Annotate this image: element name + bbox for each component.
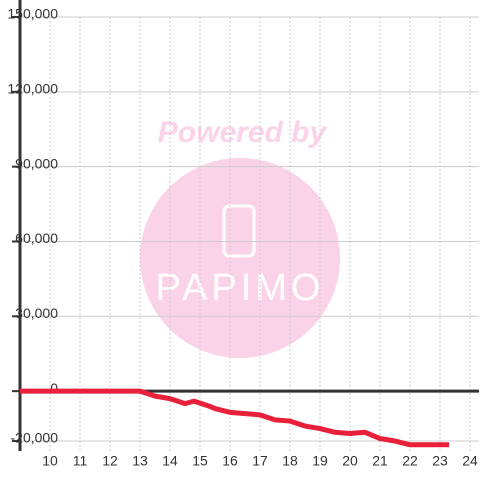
x-tick-label: 10: [42, 453, 58, 469]
x-tick-label: 23: [432, 453, 448, 469]
x-tick-label: 13: [132, 453, 148, 469]
x-tick-label: 11: [73, 453, 88, 469]
x-tick-label: 18: [282, 453, 298, 469]
y-tick-label: 90,000: [15, 155, 58, 171]
y-tick-label: -20,000: [11, 430, 59, 446]
watermark-text: Powered by: [158, 116, 328, 149]
x-tick-label: 16: [222, 453, 238, 469]
y-tick-label: 0: [50, 380, 58, 396]
y-tick-label: 60,000: [15, 230, 58, 246]
x-tick-label: 12: [102, 453, 118, 469]
x-tick-label: 20: [342, 453, 358, 469]
x-tick-label: 19: [312, 453, 328, 469]
x-tick-label: 24: [462, 453, 478, 469]
y-tick-label: 120,000: [7, 81, 58, 97]
x-tick-label: 17: [252, 453, 268, 469]
data-line: [20, 388, 449, 448]
x-tick-label: 21: [372, 453, 388, 469]
x-tick-label: 14: [162, 453, 178, 469]
watermark-circle: [140, 158, 340, 358]
y-tick-label: 150,000: [7, 6, 58, 22]
watermark-logo: PAPIMO: [156, 267, 325, 309]
x-tick-label: 15: [192, 453, 208, 469]
watermark-icon: [222, 204, 256, 258]
y-tick-label: 30,000: [15, 305, 58, 321]
x-tick-label: 22: [402, 453, 418, 469]
